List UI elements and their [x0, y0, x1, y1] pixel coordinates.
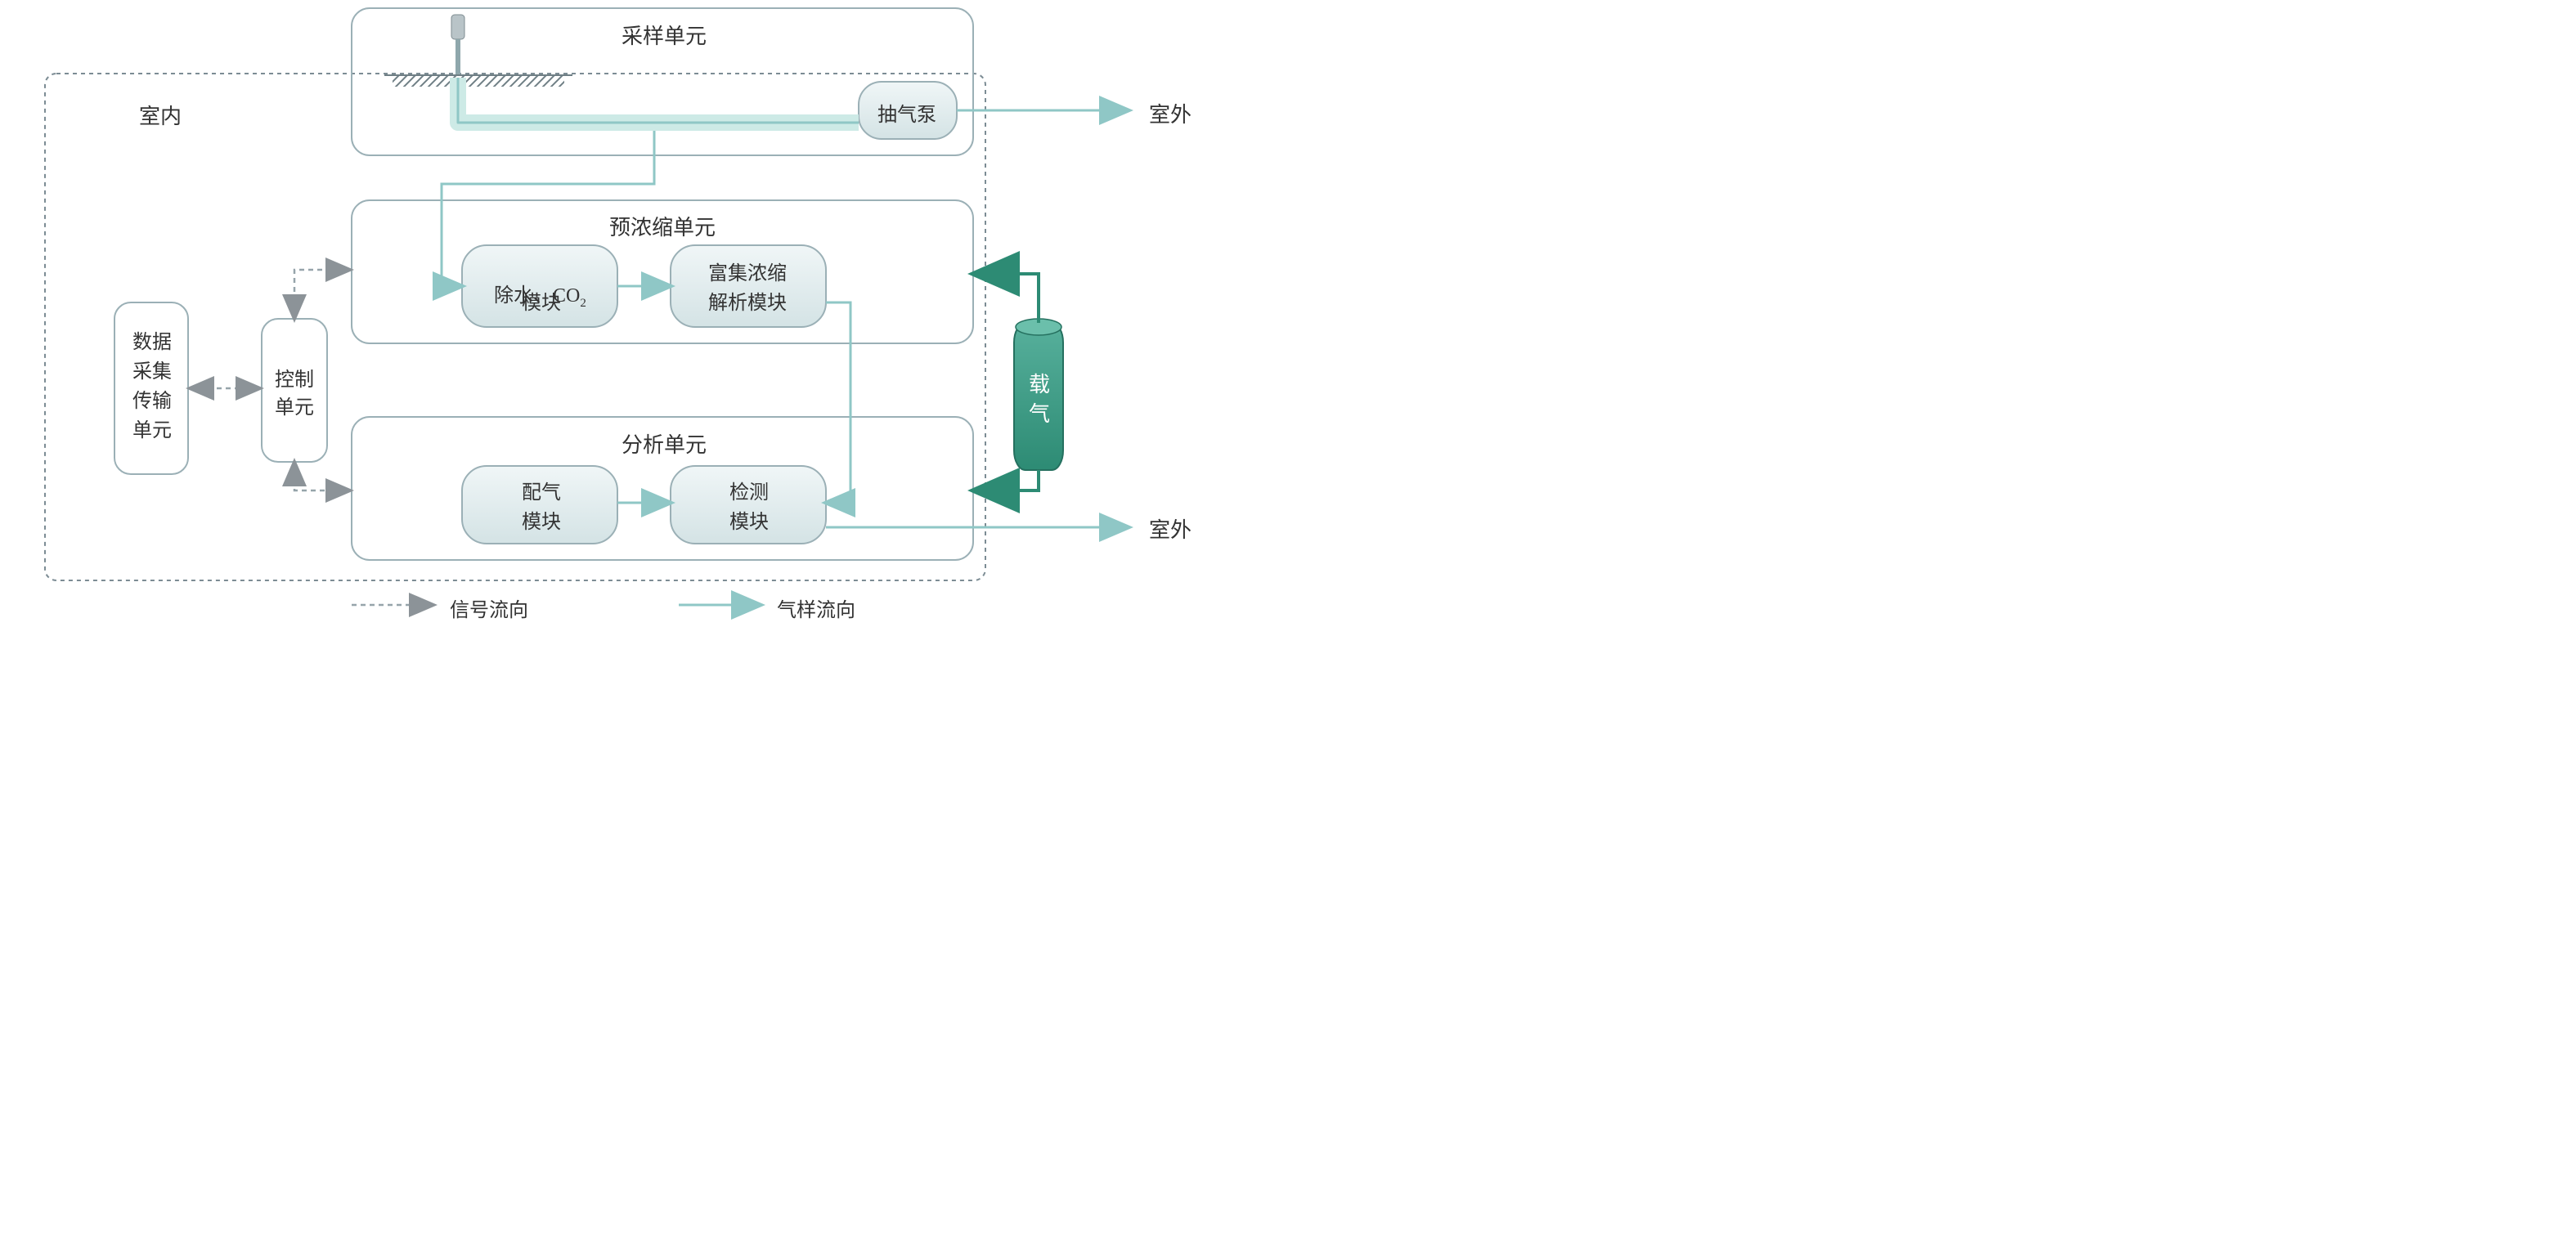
carrier-line1: 载	[1029, 368, 1050, 398]
signal-control-preconc	[294, 270, 350, 319]
detect-line2: 模块	[729, 505, 769, 534]
legend-gas-label: 气样流向	[777, 593, 855, 622]
data-l1: 数据	[132, 325, 172, 354]
flow-carrier-to-preconc	[977, 274, 1039, 323]
control-line2: 单元	[275, 391, 314, 419]
preconc-unit-title: 预浓缩单元	[609, 211, 716, 241]
gasmix-line2: 模块	[522, 505, 561, 534]
probe-icon	[384, 15, 572, 87]
enrich-line1: 富集浓缩	[708, 257, 787, 285]
analysis-unit-title: 分析单元	[622, 428, 707, 459]
sampling-unit-title: 采样单元	[622, 20, 707, 50]
flow-enrich-to-detect	[826, 302, 850, 503]
carrier-line2: 气	[1029, 397, 1050, 428]
indoor-label: 室内	[139, 100, 182, 130]
signal-control-analysis	[294, 462, 350, 490]
diagram-canvas: 室内 室外 室外 采样单元 预浓缩单元 分析单元 抽气泵 除水、CO2 模块 富…	[0, 0, 1288, 627]
data-l3: 传输	[132, 384, 172, 413]
pump-label: 抽气泵	[877, 98, 936, 127]
enrich-line2: 解析模块	[708, 286, 787, 315]
data-l2: 采集	[132, 355, 172, 383]
gasmix-line1: 配气	[522, 476, 561, 504]
flow-carrier-to-analysis	[977, 470, 1039, 490]
data-l4: 单元	[132, 414, 172, 442]
diagram-svg	[0, 0, 1288, 627]
detect-line1: 检测	[729, 476, 769, 504]
outdoor-top-label: 室外	[1149, 98, 1192, 128]
outdoor-bottom-label: 室外	[1149, 513, 1192, 544]
dewater-line2: 模块	[522, 286, 561, 315]
control-line1: 控制	[275, 363, 314, 392]
legend-signal-label: 信号流向	[450, 593, 528, 622]
